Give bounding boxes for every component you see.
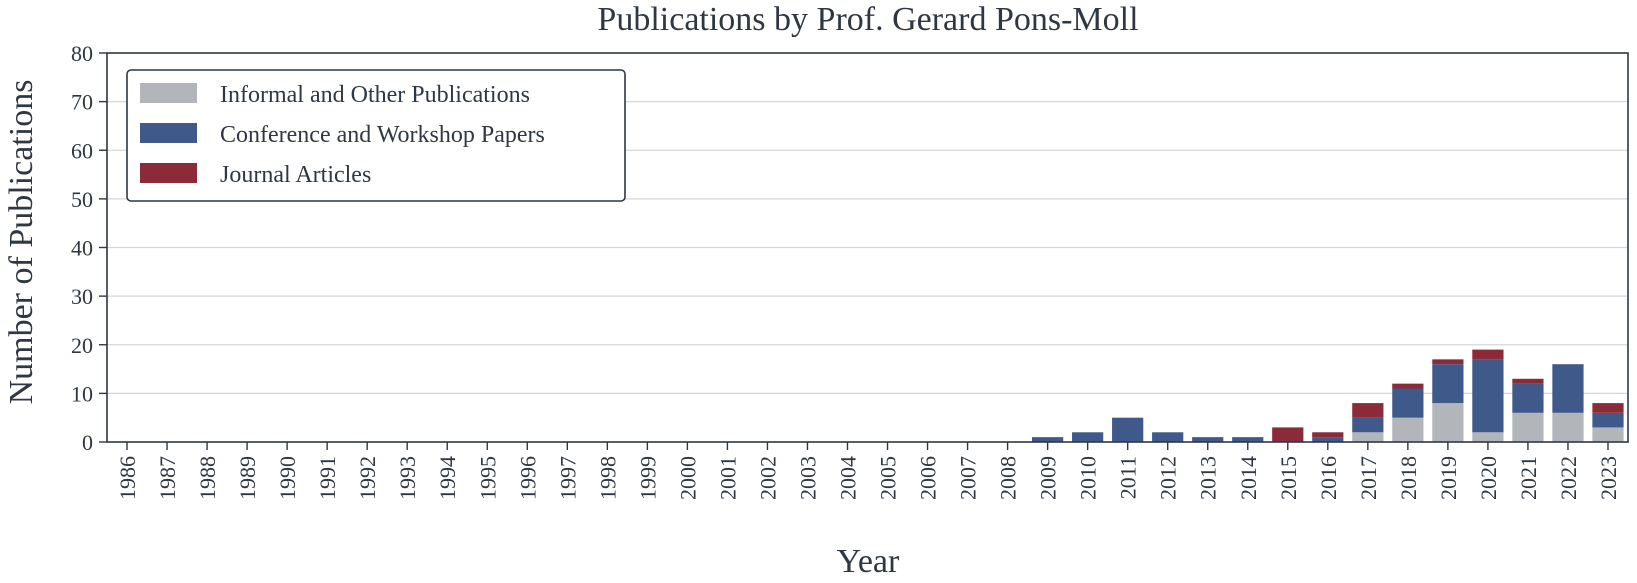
y-tick-label-0: 0 <box>82 430 93 455</box>
x-tick-label-1998: 1998 <box>595 456 620 500</box>
bar-2019-series-0 <box>1432 403 1464 442</box>
x-tick-label-2002: 2002 <box>755 456 780 500</box>
x-tick-label-2018: 2018 <box>1396 456 1421 500</box>
x-tick-label-2008: 2008 <box>996 456 1021 500</box>
x-tick-label-1994: 1994 <box>435 456 460 500</box>
bars <box>1032 349 1624 442</box>
bar-2012-series-1 <box>1152 432 1184 442</box>
bar-2020-series-1 <box>1472 359 1504 433</box>
bar-2020-series-0 <box>1472 432 1504 442</box>
bar-2022-series-1 <box>1552 364 1584 413</box>
bar-2023-series-1 <box>1592 412 1624 428</box>
bar-2018-series-0 <box>1392 417 1424 442</box>
bar-2023-series-2 <box>1592 403 1624 413</box>
x-tick-label-2015: 2015 <box>1276 456 1301 500</box>
y-tick-label-80: 80 <box>71 41 93 66</box>
x-tick-label-2001: 2001 <box>715 456 740 500</box>
x-tick-label-2023: 2023 <box>1596 456 1621 500</box>
legend-swatch-0 <box>140 83 197 103</box>
bar-2013-series-1 <box>1192 437 1224 442</box>
legend-box <box>126 69 626 202</box>
y-tick-label-40: 40 <box>71 236 93 261</box>
legend: Informal and Other Publications Conferenc… <box>126 69 626 202</box>
bar-2018-series-1 <box>1392 388 1424 418</box>
legend-swatch-1 <box>140 123 197 143</box>
x-tick-label-2014: 2014 <box>1236 456 1261 500</box>
x-tick-label-2019: 2019 <box>1436 456 1461 500</box>
x-axis-ticks: 1986 1987 1988 1989 1990 1991 1992 1993 1994 1995… <box>115 442 1621 500</box>
bar-2009-series-1 <box>1032 437 1064 442</box>
bar-2017-series-1 <box>1352 417 1384 433</box>
x-tick-label-1993: 1993 <box>395 456 420 500</box>
x-tick-label-1995: 1995 <box>475 456 500 500</box>
y-tick-label-50: 50 <box>71 187 93 212</box>
y-tick-label-70: 70 <box>71 90 93 115</box>
x-tick-label-1988: 1988 <box>195 456 220 500</box>
x-tick-label-2010: 2010 <box>1076 456 1101 500</box>
legend-swatch-2 <box>140 163 197 183</box>
y-tick-label-30: 30 <box>71 284 93 309</box>
y-tick-label-10: 10 <box>71 381 93 406</box>
x-tick-label-1999: 1999 <box>635 456 660 500</box>
x-tick-label-2022: 2022 <box>1556 456 1581 500</box>
bar-2018-series-2 <box>1392 383 1424 389</box>
legend-label-1: Conference and Workshop Papers <box>220 122 545 148</box>
x-tick-label-2003: 2003 <box>795 456 820 500</box>
legend-label-2: Journal Articles <box>220 162 371 188</box>
bar-2022-series-0 <box>1552 412 1584 442</box>
bar-2011-series-1 <box>1112 417 1144 442</box>
bar-2014-series-1 <box>1232 437 1264 442</box>
bar-2015-series-2 <box>1272 427 1304 442</box>
bar-2016-series-2 <box>1312 432 1344 438</box>
bar-2021-series-2 <box>1512 378 1544 384</box>
bar-2010-series-1 <box>1072 432 1104 442</box>
x-axis-label: Year <box>837 543 900 580</box>
legend-label-0: Informal and Other Publications <box>220 82 530 108</box>
x-tick-label-2005: 2005 <box>876 456 901 500</box>
bar-2020-series-2 <box>1472 349 1504 360</box>
x-tick-label-2021: 2021 <box>1516 456 1541 500</box>
x-tick-label-2006: 2006 <box>916 456 941 500</box>
x-tick-label-1986: 1986 <box>115 456 140 500</box>
y-axis-label: Number of Publications <box>3 80 40 405</box>
y-tick-label-60: 60 <box>71 138 93 163</box>
x-tick-label-2011: 2011 <box>1116 456 1141 499</box>
x-tick-label-1991: 1991 <box>315 456 340 500</box>
x-tick-label-1990: 1990 <box>275 456 300 500</box>
x-tick-label-2016: 2016 <box>1316 456 1341 500</box>
bar-2019-series-2 <box>1432 359 1464 365</box>
x-tick-label-2007: 2007 <box>956 456 981 500</box>
x-tick-label-1997: 1997 <box>555 456 580 500</box>
chart-title: Publications by Prof. Gerard Pons-Moll <box>597 1 1138 38</box>
x-tick-label-1987: 1987 <box>155 456 180 500</box>
bar-2019-series-1 <box>1432 364 1464 404</box>
bar-2017-series-0 <box>1352 432 1384 442</box>
y-tick-label-20: 20 <box>71 333 93 358</box>
x-tick-label-2000: 2000 <box>675 456 700 500</box>
x-tick-label-2017: 2017 <box>1356 456 1381 500</box>
bar-2017-series-2 <box>1352 403 1384 418</box>
bar-2021-series-1 <box>1512 383 1544 413</box>
bar-2023-series-0 <box>1592 427 1624 442</box>
y-axis-ticks: 0 10 20 30 40 50 60 70 80 <box>71 41 107 455</box>
x-tick-label-1992: 1992 <box>355 456 380 500</box>
bar-2021-series-0 <box>1512 412 1544 442</box>
x-tick-label-1989: 1989 <box>235 456 260 500</box>
x-tick-label-2020: 2020 <box>1476 456 1501 500</box>
x-tick-label-2009: 2009 <box>1036 456 1061 500</box>
x-tick-label-1996: 1996 <box>515 456 540 500</box>
x-tick-label-2004: 2004 <box>835 456 860 500</box>
x-tick-label-2012: 2012 <box>1156 456 1181 500</box>
bar-2016-series-1 <box>1312 437 1344 442</box>
x-tick-label-2013: 2013 <box>1196 456 1221 500</box>
